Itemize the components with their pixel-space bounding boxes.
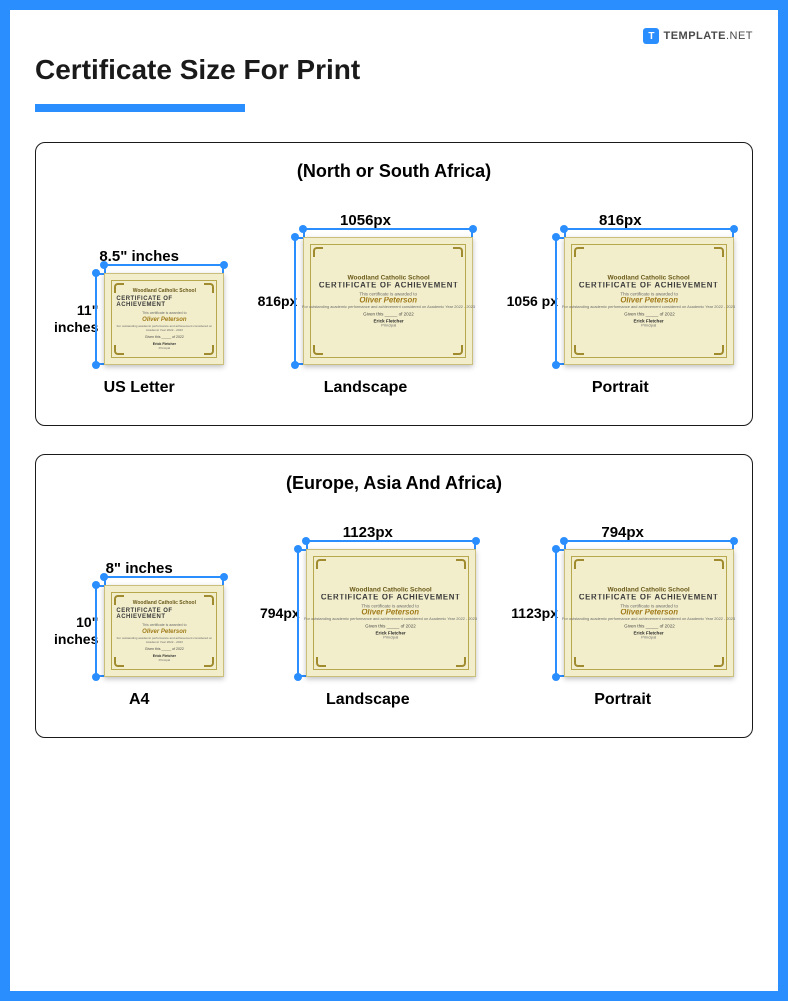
cert-school: Woodland Catholic School bbox=[347, 274, 429, 282]
certificate-wrap: Woodland Catholic School CERTIFICATE OF A… bbox=[104, 273, 224, 365]
brand-light: .NET bbox=[726, 30, 753, 42]
certificate-thumbnail: Woodland Catholic SchoolCERTIFICATE OF A… bbox=[306, 549, 476, 677]
size-row: 8.5" inches11" inchesWoodland Catholic S… bbox=[54, 212, 734, 397]
size-item-label: Portrait bbox=[594, 691, 651, 709]
certificate-wrap: Woodland Catholic SchoolCERTIFICATE OF A… bbox=[303, 237, 473, 365]
size-section: (North or South Africa) 8.5" inches11" in… bbox=[35, 142, 753, 426]
dimension-bracket-horizontal bbox=[564, 535, 734, 547]
section-title: (North or South Africa) bbox=[54, 161, 734, 182]
size-item-label: Landscape bbox=[326, 691, 410, 709]
brand-logo: T TEMPLATE.NET bbox=[643, 28, 753, 44]
size-item-label: US Letter bbox=[104, 379, 175, 397]
dimension-bracket-vertical bbox=[90, 273, 102, 365]
cert-role: Principal bbox=[642, 322, 657, 327]
cert-school: Woodland Catholic School bbox=[608, 274, 690, 282]
page: T TEMPLATE.NET Certificate Size For Prin… bbox=[10, 10, 778, 991]
cert-desc: For outstanding academic performance and… bbox=[116, 637, 212, 644]
accent-bar bbox=[35, 104, 245, 112]
certificate-thumbnail: Woodland Catholic SchoolCERTIFICATE OF A… bbox=[564, 549, 734, 677]
cert-desc: For outstanding academic performance and… bbox=[116, 325, 212, 332]
cert-sub: This certificate is awarded to bbox=[620, 604, 678, 609]
cert-sub: This certificate is awarded to bbox=[142, 311, 186, 315]
dimension-bracket-horizontal bbox=[303, 223, 473, 235]
cert-date: Given this _____ of 2022 bbox=[363, 311, 414, 316]
dimension-bracket-horizontal bbox=[306, 535, 476, 547]
cert-heading: CERTIFICATE OF ACHIEVEMENT bbox=[116, 296, 212, 308]
cert-school: Woodland Catholic School bbox=[350, 586, 432, 594]
cert-heading: CERTIFICATE OF ACHIEVEMENT bbox=[116, 608, 212, 620]
size-item-label: A4 bbox=[129, 691, 149, 709]
dimension-bracket-horizontal bbox=[104, 571, 224, 583]
certificate-wrap: Woodland Catholic SchoolCERTIFICATE OF A… bbox=[564, 549, 734, 677]
dimension-bracket-horizontal bbox=[564, 223, 734, 235]
cert-heading: CERTIFICATE OF ACHIEVEMENT bbox=[579, 594, 719, 602]
brand-bold: TEMPLATE bbox=[663, 30, 725, 42]
cert-role: Principal bbox=[159, 658, 171, 662]
size-item: 794px1123pxWoodland Catholic SchoolCERTI… bbox=[511, 524, 734, 709]
cert-school: Woodland Catholic School bbox=[133, 288, 196, 294]
cert-date: Given this _____ of 2022 bbox=[145, 335, 184, 339]
cert-date: Given this _____ of 2022 bbox=[624, 311, 675, 316]
dimension-bracket-horizontal bbox=[104, 259, 224, 271]
certificate-wrap: Woodland Catholic SchoolCERTIFICATE OF A… bbox=[306, 549, 476, 677]
cert-heading: CERTIFICATE OF ACHIEVEMENT bbox=[319, 282, 459, 290]
cert-desc: For outstanding academic performance and… bbox=[302, 306, 475, 311]
cert-school: Woodland Catholic School bbox=[608, 586, 690, 594]
certificate-thumbnail: Woodland Catholic School CERTIFICATE OF A… bbox=[104, 585, 224, 677]
size-item: 1056px816pxWoodland Catholic SchoolCERTI… bbox=[258, 212, 474, 397]
certificate-wrap: Woodland Catholic SchoolCERTIFICATE OF A… bbox=[564, 237, 734, 365]
size-item: 8" inches10" inchesWoodland Catholic Sch… bbox=[54, 560, 224, 709]
cert-date: Given this _____ of 2022 bbox=[365, 623, 416, 628]
size-item-label: Portrait bbox=[592, 379, 649, 397]
cert-school: Woodland Catholic School bbox=[133, 600, 196, 606]
dimension-bracket-vertical bbox=[292, 549, 304, 677]
cert-recipient: Oliver Peterson bbox=[142, 317, 186, 323]
cert-recipient: Oliver Peterson bbox=[142, 629, 186, 635]
size-section: (Europe, Asia And Africa) 8" inches10" in… bbox=[35, 454, 753, 738]
dimension-bracket-vertical bbox=[289, 237, 301, 365]
size-row: 8" inches10" inchesWoodland Catholic Sch… bbox=[54, 524, 734, 709]
cert-sub: This certificate is awarded to bbox=[362, 604, 420, 609]
cert-desc: For outstanding academic performance and… bbox=[304, 618, 477, 623]
cert-sub: This certificate is awarded to bbox=[360, 292, 418, 297]
cert-role: Principal bbox=[642, 634, 657, 639]
certificate-thumbnail: Woodland Catholic School CERTIFICATE OF A… bbox=[104, 273, 224, 365]
cert-role: Principal bbox=[383, 634, 398, 639]
cert-date: Given this _____ of 2022 bbox=[145, 647, 184, 651]
size-item: 1123px794pxWoodland Catholic SchoolCERTI… bbox=[260, 524, 476, 709]
cert-sub: This certificate is awarded to bbox=[620, 292, 678, 297]
cert-sub: This certificate is awarded to bbox=[142, 623, 186, 627]
cert-role: Principal bbox=[381, 322, 396, 327]
size-item-label: Landscape bbox=[324, 379, 408, 397]
cert-heading: CERTIFICATE OF ACHIEVEMENT bbox=[579, 282, 719, 290]
dimension-bracket-vertical bbox=[550, 549, 562, 677]
brand-text: TEMPLATE.NET bbox=[663, 30, 753, 42]
section-title: (Europe, Asia And Africa) bbox=[54, 473, 734, 494]
cert-desc: For outstanding academic performance and… bbox=[562, 618, 735, 623]
cert-role: Principal bbox=[159, 346, 171, 350]
dimension-bracket-vertical bbox=[90, 585, 102, 677]
certificate-thumbnail: Woodland Catholic SchoolCERTIFICATE OF A… bbox=[564, 237, 734, 365]
size-item: 8.5" inches11" inchesWoodland Catholic S… bbox=[54, 248, 224, 397]
cert-heading: CERTIFICATE OF ACHIEVEMENT bbox=[321, 594, 461, 602]
page-title: Certificate Size For Print bbox=[35, 54, 753, 86]
dimension-bracket-vertical bbox=[550, 237, 562, 365]
certificate-wrap: Woodland Catholic School CERTIFICATE OF A… bbox=[104, 585, 224, 677]
size-item: 816px1056 pxWoodland Catholic SchoolCERT… bbox=[507, 212, 734, 397]
cert-date: Given this _____ of 2022 bbox=[624, 623, 675, 628]
cert-desc: For outstanding academic performance and… bbox=[562, 306, 735, 311]
certificate-thumbnail: Woodland Catholic SchoolCERTIFICATE OF A… bbox=[303, 237, 473, 365]
brand-badge: T bbox=[643, 28, 659, 44]
